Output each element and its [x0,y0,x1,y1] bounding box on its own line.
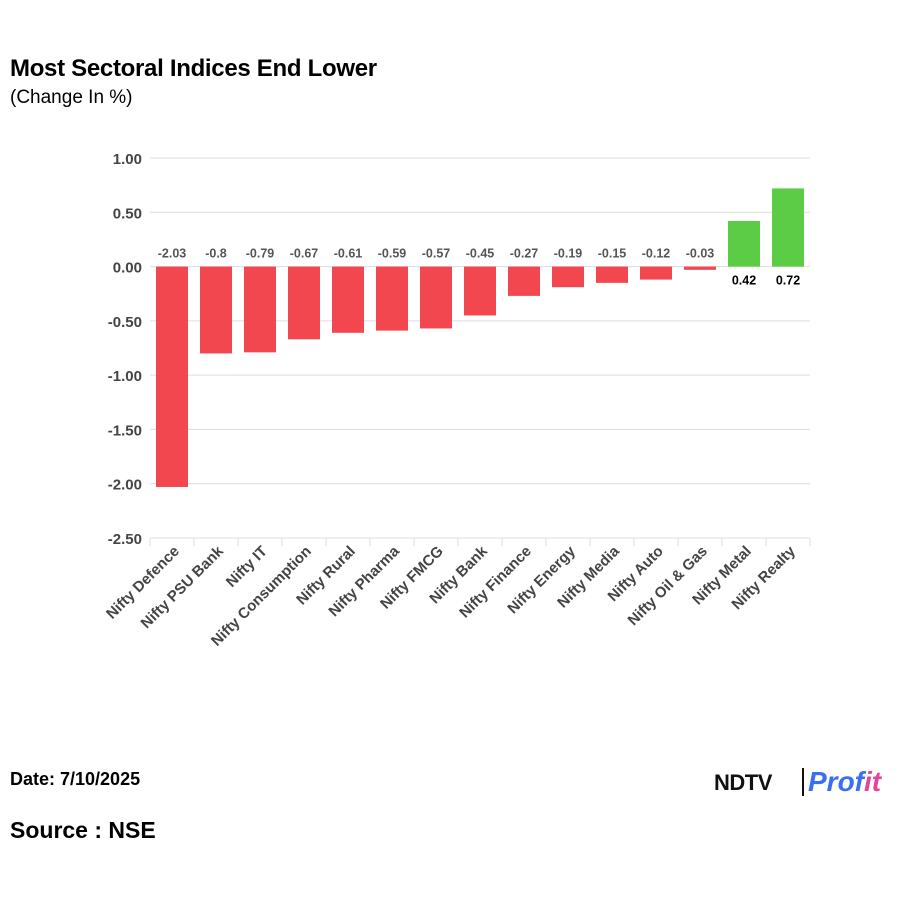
y-tick-label: -2.00 [108,477,142,494]
data-label: -0.79 [246,247,275,261]
logo-brand: NDTV [714,770,772,795]
bar [464,266,496,316]
logo-product: Profit [808,766,882,797]
data-label: -0.45 [466,247,495,261]
y-tick-label: -1.50 [108,422,142,439]
bar [552,266,584,288]
data-label: -0.03 [686,247,715,261]
date-label: Date: 7/10/2025 [10,769,141,789]
data-label: -0.59 [378,247,407,261]
bar [156,266,188,487]
chart-subtitle: (Change In %) [10,87,133,108]
y-axis-ticks: 1.00 0.50 0.00 -0.50 -1.00 -1.50 -2.00 -2.50 [108,151,142,548]
logo-divider [802,768,804,796]
x-tick-label: Nifty Oil & Gas [625,543,711,629]
bar [420,266,452,329]
data-labels: -2.03 -0.8 -0.79 -0.67 -0.61 -0.59 -0.57 -0.45 -… [158,247,800,288]
x-tick-label: Nifty PSU Bank [138,542,228,632]
bar [332,266,364,333]
data-label: -0.12 [642,247,671,261]
ndtv-profit-logo: NDTV Profit [714,766,894,800]
y-tick-label: 1.00 [113,151,142,168]
bar [508,266,540,296]
bar [640,266,672,280]
bar [596,266,628,283]
bar [200,266,232,354]
data-label: -0.61 [334,247,363,261]
bar [728,220,760,267]
bar [288,266,320,340]
bar [684,266,716,270]
bar-chart: 1.00 0.50 0.00 -0.50 -1.00 -1.50 -2.00 -2.50 -2… [103,151,811,650]
y-tick-label: 0.00 [113,260,142,277]
data-label: -0.57 [422,247,451,261]
y-tick-label: -0.50 [108,314,142,331]
data-label: -0.27 [510,247,539,261]
y-tick-label: 0.50 [113,205,142,222]
y-tick-label: -2.50 [108,531,142,548]
chart-title: Most Sectoral Indices End Lower [10,55,377,82]
bar [244,266,276,353]
bars [156,188,804,487]
data-label: -0.19 [554,247,583,261]
bar [376,266,408,331]
data-label: -0.8 [205,247,227,261]
bar [772,188,804,267]
source-label: Source : NSE [10,817,156,843]
data-label: -0.67 [290,247,319,261]
data-label: 0.72 [776,274,800,288]
data-label: -0.15 [598,247,627,261]
data-label: 0.42 [732,274,756,288]
gridlines [149,157,811,546]
data-label: -2.03 [158,247,187,261]
y-tick-label: -1.00 [108,368,142,385]
